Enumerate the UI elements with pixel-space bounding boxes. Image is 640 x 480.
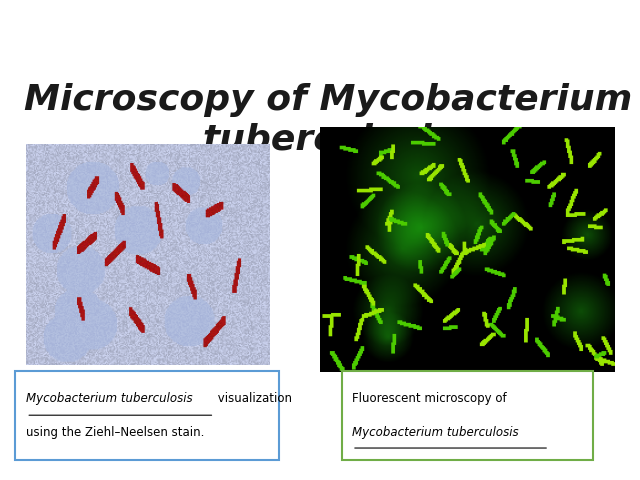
Text: Mycobacterium tuberculosis: Mycobacterium tuberculosis — [26, 393, 193, 406]
Text: Microscopy of Mycobacterium
tuberculosis: Microscopy of Mycobacterium tuberculosis — [24, 84, 632, 157]
FancyBboxPatch shape — [15, 371, 279, 460]
FancyBboxPatch shape — [342, 371, 593, 460]
Text: visualization: visualization — [214, 393, 292, 406]
Text: using the Ziehl–Neelsen stain.: using the Ziehl–Neelsen stain. — [26, 426, 205, 439]
Text: Fluorescent microscopy of: Fluorescent microscopy of — [352, 393, 507, 406]
Text: Mycobacterium tuberculosis: Mycobacterium tuberculosis — [352, 426, 518, 439]
